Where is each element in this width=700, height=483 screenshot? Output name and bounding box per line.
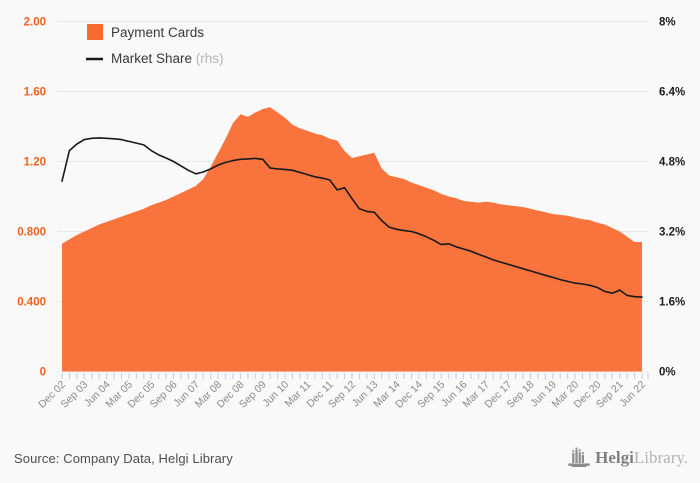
right-axis-tick-label: 1.6% (659, 297, 685, 309)
right-axis-tick-label: 0% (659, 367, 676, 379)
helgi-logo-icon (568, 447, 590, 467)
brand-name-bold: Helgi (595, 448, 634, 467)
source-note: Source: Company Data, Helgi Library (14, 450, 233, 466)
right-axis-tick-label: 8% (659, 17, 676, 29)
left-axis-tick-label: 1.60 (24, 87, 46, 99)
right-axis-tick-label: 6.4% (659, 87, 685, 99)
left-axis-tick-label: 2.00 (24, 17, 46, 29)
chart-footer: Source: Company Data, Helgi Library (0, 439, 700, 483)
legend-line-suffix: (rhs) (192, 51, 224, 66)
x-axis-label: Jun 22 (617, 379, 648, 410)
left-axis-tick-label: 0 (40, 367, 46, 379)
legend-line-label: Market Share (rhs) (111, 51, 224, 66)
legend-area-label: Payment Cards (111, 25, 204, 40)
right-axis-tick-label: 4.8% (659, 157, 685, 169)
legend-area-swatch (87, 24, 103, 40)
payment-cards-area (62, 107, 642, 372)
brand-name: HelgiLibrary. (595, 448, 688, 468)
brand-name-light: Library. (633, 448, 688, 467)
left-axis-tick-label: 0.800 (17, 227, 46, 239)
right-axis-tick-label: 3.2% (659, 227, 685, 239)
left-axis-tick-label: 1.20 (24, 157, 46, 169)
brand-logo: HelgiLibrary. (567, 447, 688, 469)
left-axis-tick-label: 0.400 (17, 297, 46, 309)
market-share-line (61, 137, 643, 298)
chart-canvas: 0 0% 0.400 1.6% 0.800 3.2% 1.20 4.8% 1.60 6.4% 2.0… (17, 17, 685, 411)
